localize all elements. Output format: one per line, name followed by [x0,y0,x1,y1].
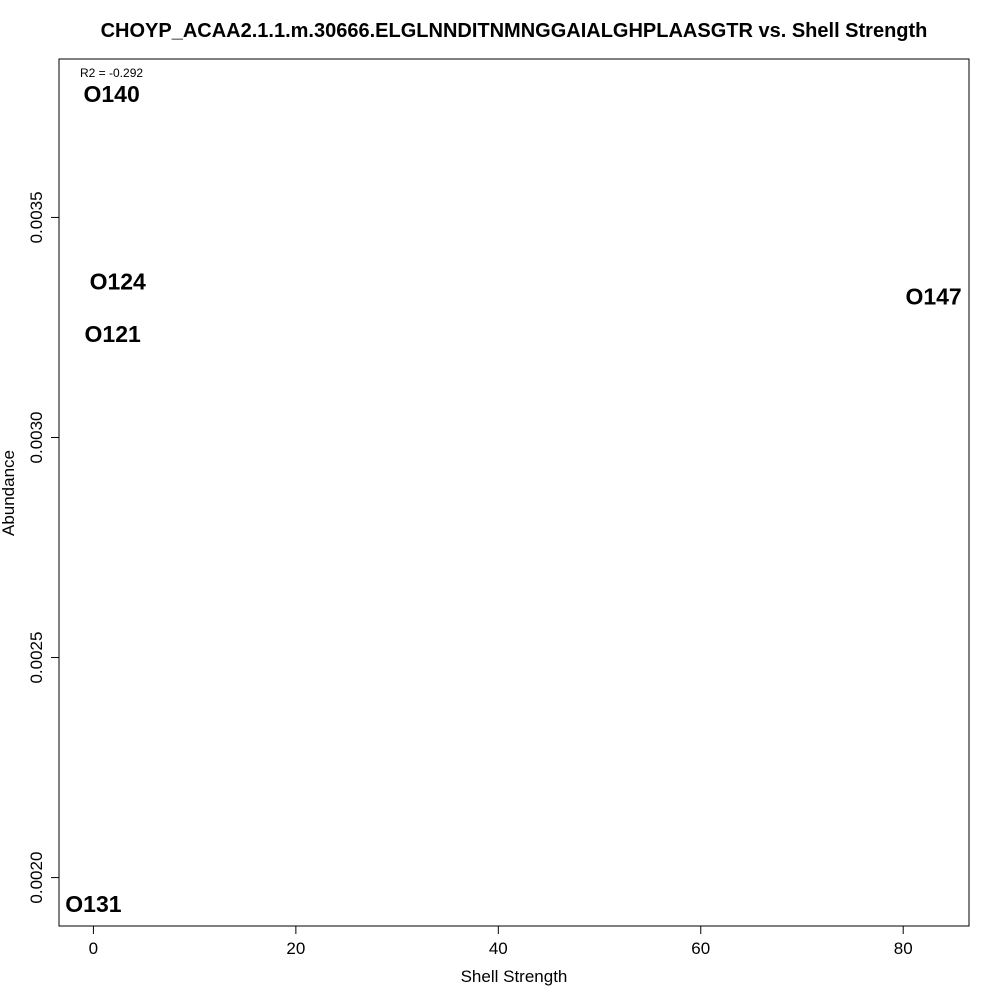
point-label-o124: O124 [90,268,146,294]
x-tick-label: 80 [894,939,913,958]
y-tick-label: 0.0035 [27,191,46,243]
x-tick-label: 40 [489,939,508,958]
y-axis: 0.0020 0.0025 0.0030 0.0035 [27,191,59,904]
plot-frame [58,58,970,927]
y-tick-label: 0.0030 [27,411,46,463]
r2-annotation: R2 = -0.292 [80,66,143,80]
y-axis-label: Abundance [0,450,18,536]
chart-title: CHOYP_ACAA2.1.1.m.30666.ELGLNNDITNMNGGAI… [101,20,928,42]
x-tick-label: 0 [89,939,98,958]
point-label-o121: O121 [85,321,141,347]
point-labels: O140 O124 O121 O147 O131 [65,81,961,917]
point-label-o147: O147 [905,284,961,310]
y-tick-label: 0.0020 [27,852,46,904]
point-label-o131: O131 [65,891,121,917]
x-tick-label: 60 [691,939,710,958]
x-tick-label: 20 [286,939,305,958]
x-axis-label: Shell Strength [461,967,568,986]
point-label-o140: O140 [84,81,140,107]
y-tick-label: 0.0025 [27,632,46,684]
x-axis: 0 20 40 60 80 [89,926,913,958]
